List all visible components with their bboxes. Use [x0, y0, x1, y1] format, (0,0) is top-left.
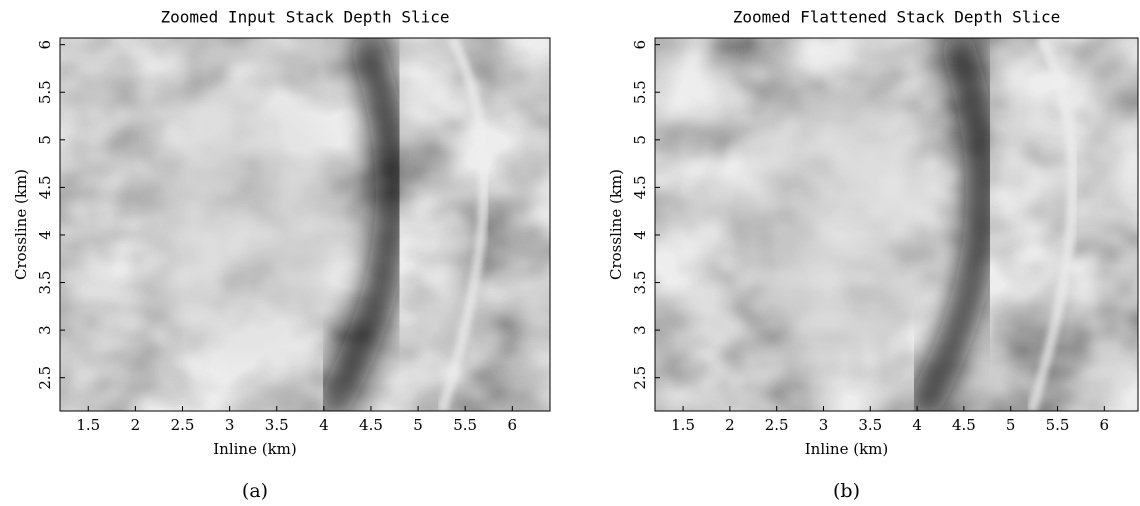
x-tick-label: 3	[225, 416, 235, 434]
y-tick-label: 5.5	[36, 80, 54, 104]
y-axis-label: Crossline (km)	[607, 169, 625, 280]
x-tick-label: 5	[413, 416, 423, 434]
x-tick-label: 2	[725, 416, 735, 434]
x-tick-label: 4.5	[359, 416, 383, 434]
plot-frame	[59, 37, 551, 412]
x-tick-label: 1.5	[671, 416, 695, 434]
x-tick-label: 5.5	[453, 416, 477, 434]
y-axis-label: Crossline (km)	[12, 169, 30, 280]
plot-frame	[654, 37, 1139, 412]
x-tick-label: 4.5	[952, 416, 976, 434]
x-tick-label: 6	[1100, 416, 1110, 434]
y-tick-label: 3.5	[36, 271, 54, 295]
x-tick-label: 2.5	[171, 416, 195, 434]
x-tick-label: 6	[508, 416, 518, 434]
y-tick-label: 2.5	[36, 366, 54, 390]
seismic-image	[655, 38, 1138, 411]
panel-title: Zoomed Input Stack Depth Slice	[161, 8, 450, 27]
y-tick-label: 5	[631, 135, 649, 145]
x-tick-label: 2	[131, 416, 141, 434]
x-axis-label: Inline (km)	[213, 440, 297, 458]
y-tick-label: 6	[36, 40, 54, 50]
x-tick-label: 3.5	[858, 416, 882, 434]
x-tick-label: 4	[319, 416, 329, 434]
y-tick-label: 5	[36, 135, 54, 145]
x-tick-label: 2.5	[765, 416, 789, 434]
x-tick-label: 3	[819, 416, 829, 434]
panel: Zoomed Input Stack Depth Slice 1.5 2 2.5 3 3.…	[12, 8, 551, 502]
x-tick-label: 1.5	[76, 416, 100, 434]
x-tick-label: 3.5	[265, 416, 289, 434]
panel: Zoomed Flattened Stack Depth Slice 1.5 2 2.…	[607, 8, 1139, 502]
x-axis-label: Inline (km)	[805, 440, 889, 458]
y-tick-label: 4.5	[631, 175, 649, 199]
caption: (a)	[242, 480, 268, 502]
x-tick-label: 5.5	[1046, 416, 1070, 434]
caption: (b)	[833, 480, 860, 502]
y-tick-label: 3.5	[631, 271, 649, 295]
y-tick-label: 6	[631, 40, 649, 50]
x-tick-label: 5	[1006, 416, 1016, 434]
y-tick-label: 2.5	[631, 366, 649, 390]
y-tick-label: 5.5	[631, 80, 649, 104]
y-tick-label: 4	[36, 230, 54, 240]
y-tick-label: 4.5	[36, 175, 54, 199]
y-tick-label: 4	[631, 230, 649, 240]
panel-title: Zoomed Flattened Stack Depth Slice	[733, 8, 1061, 27]
x-tick-label: 4	[912, 416, 922, 434]
y-tick-label: 3	[36, 325, 54, 335]
y-tick-label: 3	[631, 325, 649, 335]
seismic-image	[60, 38, 550, 411]
